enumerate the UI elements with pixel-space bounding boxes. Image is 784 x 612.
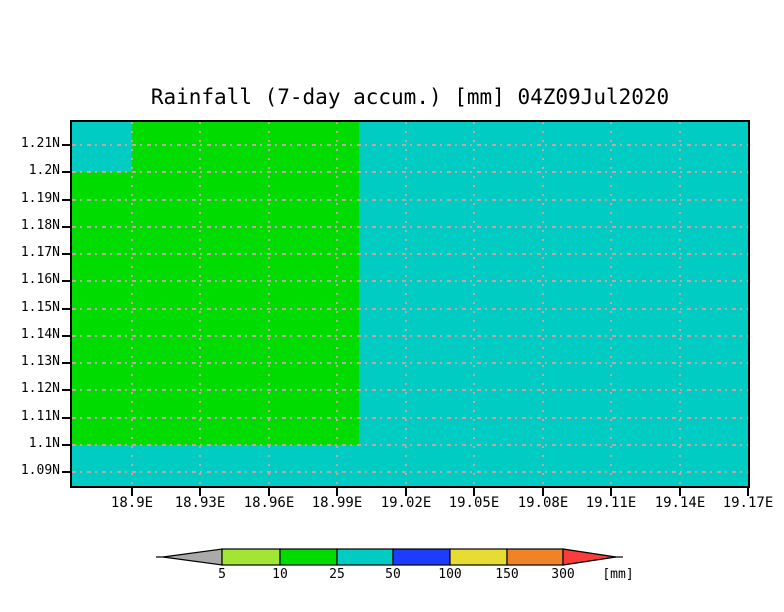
- vertical-gridline: [542, 122, 544, 486]
- vertical-gridline: [679, 122, 681, 486]
- horizontal-gridline: [72, 308, 748, 310]
- y-axis-tick-label: 1.18N: [20, 218, 60, 233]
- x-axis-tick-label: 18.9E: [110, 495, 154, 511]
- horizontal-gridline: [72, 417, 748, 419]
- vertical-gridline: [336, 122, 338, 486]
- y-axis-tick: [62, 362, 71, 364]
- horizontal-gridline: [72, 280, 748, 282]
- colorbar-band-150-300: [506, 548, 564, 566]
- horizontal-gridline: [72, 144, 748, 146]
- vertical-gridline: [131, 122, 133, 486]
- vertical-gridline: [473, 122, 475, 486]
- y-axis-tick: [62, 335, 71, 337]
- chart-title: Rainfall (7-day accum.) [mm] 04Z09Jul202…: [150, 85, 670, 109]
- x-axis-tick: [473, 488, 475, 496]
- x-axis-tick: [679, 488, 681, 496]
- y-axis-tick-label: 1.21N: [20, 136, 60, 151]
- horizontal-gridline: [72, 226, 748, 228]
- y-axis-tick: [62, 199, 71, 201]
- x-axis-tick: [336, 488, 338, 496]
- y-axis-tick-label: 1.16N: [20, 272, 60, 287]
- y-axis-tick-label: 1.13N: [20, 354, 60, 369]
- horizontal-gridline: [72, 335, 748, 337]
- vertical-gridline: [199, 122, 201, 486]
- x-axis-tick: [199, 488, 201, 496]
- y-axis-tick-label: 1.2N: [28, 163, 60, 178]
- x-axis-tick-label: 18.93E: [174, 495, 226, 511]
- x-axis-tick: [747, 488, 749, 496]
- y-axis-tick-label: 1.12N: [20, 381, 60, 396]
- x-axis-tick: [268, 488, 270, 496]
- colorbar-tick-label: 150: [495, 567, 519, 582]
- y-axis-tick: [62, 253, 71, 255]
- colorbar-tick-label: 25: [329, 567, 345, 582]
- colorbar-tick-label: 10: [272, 567, 288, 582]
- y-axis-tick: [62, 280, 71, 282]
- x-axis-tick: [542, 488, 544, 496]
- y-axis-tick-label: 1.15N: [20, 300, 60, 315]
- x-axis-tick-label: 19.08E: [517, 495, 569, 511]
- y-axis-tick: [62, 444, 71, 446]
- vertical-gridline: [268, 122, 270, 486]
- x-axis-tick-label: 18.99E: [311, 495, 363, 511]
- vertical-gridline: [405, 122, 407, 486]
- y-axis-tick-label: 1.11N: [20, 409, 60, 424]
- y-axis-tick: [62, 144, 71, 146]
- y-axis-tick-label: 1.19N: [20, 191, 60, 206]
- horizontal-gridline: [72, 389, 748, 391]
- x-axis-tick-label: 19.05E: [448, 495, 500, 511]
- horizontal-gridline: [72, 199, 748, 201]
- y-axis-tick: [62, 171, 71, 173]
- vertical-gridline: [610, 122, 612, 486]
- y-axis-tick-label: 1.14N: [20, 327, 60, 342]
- y-axis-tick: [62, 417, 71, 419]
- colorbar-band-10-25: [279, 548, 338, 566]
- y-axis-tick: [62, 389, 71, 391]
- colorbar-tick-label: 5: [218, 567, 226, 582]
- colorbar-band-5-10: [221, 548, 281, 566]
- colorbar-band-25-50: [336, 548, 394, 566]
- x-axis-tick: [405, 488, 407, 496]
- y-axis-tick: [62, 308, 71, 310]
- colorbar: [156, 548, 623, 566]
- horizontal-gridline: [72, 253, 748, 255]
- colorbar-right-arrow-gt300: [562, 548, 617, 566]
- y-axis-tick-label: 1.17N: [20, 245, 60, 260]
- x-axis-tick: [610, 488, 612, 496]
- x-axis-tick-label: 19.17E: [722, 495, 774, 511]
- y-axis-tick: [62, 226, 71, 228]
- horizontal-gridline: [72, 444, 748, 446]
- horizontal-gridline: [72, 171, 748, 173]
- colorbar-band-100-150: [449, 548, 508, 566]
- colorbar-band-50-100: [392, 548, 451, 566]
- x-axis-tick-label: 19.11E: [585, 495, 637, 511]
- colorbar-tick-label: 50: [385, 567, 401, 582]
- colorbar-left-arrow-lt5: [162, 548, 223, 566]
- y-axis-tick-label: 1.09N: [20, 463, 60, 478]
- colorbar-tick-label: 100: [438, 567, 462, 582]
- y-axis-tick: [62, 471, 71, 473]
- horizontal-gridline: [72, 471, 748, 473]
- plot-area: [70, 120, 750, 488]
- x-axis-tick-label: 18.96E: [243, 495, 295, 511]
- rainfall-region-10-25mm: [132, 122, 359, 445]
- y-axis-tick-label: 1.1N: [28, 436, 60, 451]
- horizontal-gridline: [72, 362, 748, 364]
- colorbar-unit-label: [mm]: [602, 567, 634, 582]
- x-axis-tick-label: 19.14E: [654, 495, 706, 511]
- colorbar-tick-label: 300: [551, 567, 575, 582]
- x-axis-tick: [131, 488, 133, 496]
- x-axis-tick-label: 19.02E: [380, 495, 432, 511]
